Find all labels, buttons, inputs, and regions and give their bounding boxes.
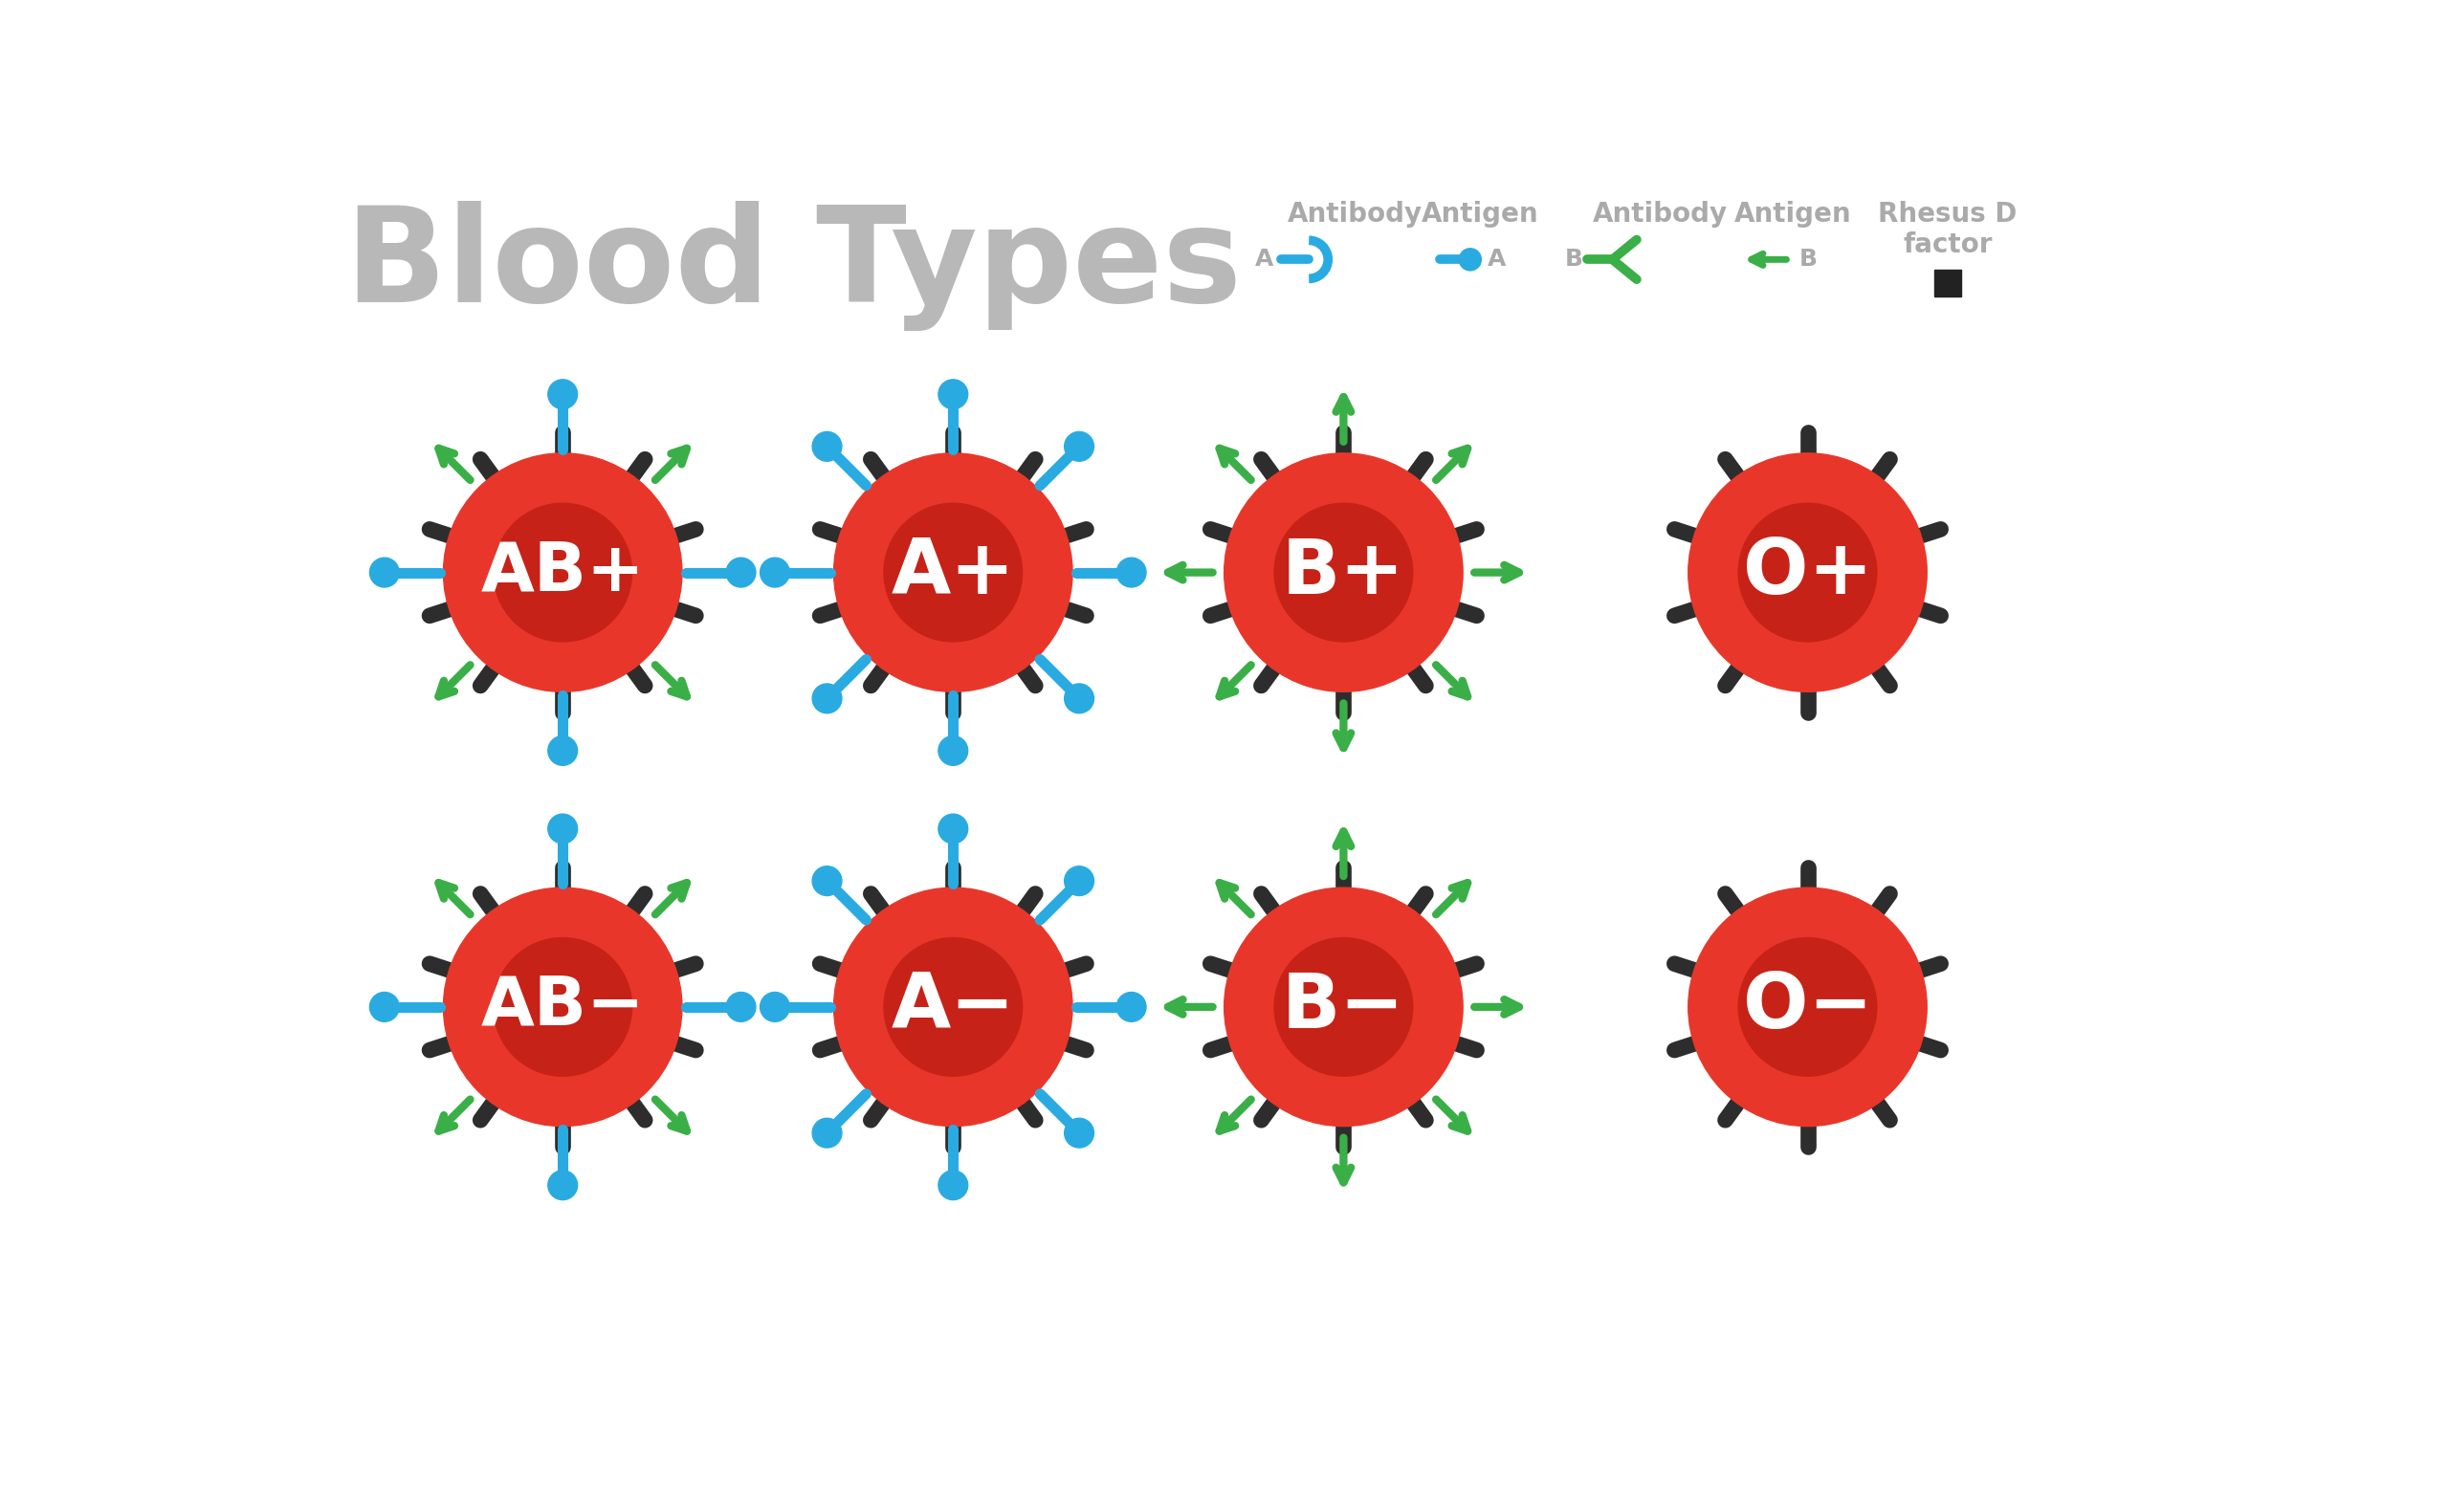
Text: A−: A− — [891, 969, 1016, 1045]
Circle shape — [1687, 454, 1927, 692]
Circle shape — [1117, 558, 1146, 587]
Circle shape — [443, 454, 681, 692]
Text: Blood Types: Blood Types — [345, 201, 1242, 331]
Circle shape — [549, 813, 578, 844]
Text: O−: O− — [1744, 969, 1873, 1045]
Circle shape — [549, 1170, 578, 1201]
Text: A: A — [1487, 248, 1506, 271]
Circle shape — [549, 736, 578, 765]
Text: Antibody: Antibody — [1592, 201, 1727, 227]
Circle shape — [1065, 432, 1095, 461]
Text: B: B — [1565, 248, 1582, 271]
Text: A+: A+ — [891, 535, 1014, 609]
Circle shape — [1065, 683, 1095, 714]
Circle shape — [759, 992, 789, 1022]
Circle shape — [759, 558, 789, 587]
Circle shape — [1739, 503, 1876, 641]
Circle shape — [1460, 248, 1482, 271]
FancyBboxPatch shape — [1935, 269, 1962, 296]
Text: AB+: AB+ — [480, 540, 644, 605]
Circle shape — [813, 432, 842, 461]
Circle shape — [549, 380, 578, 408]
Circle shape — [1739, 937, 1876, 1077]
Circle shape — [1687, 888, 1927, 1126]
Circle shape — [727, 992, 757, 1022]
Circle shape — [1065, 1119, 1095, 1148]
Circle shape — [443, 888, 681, 1126]
Circle shape — [495, 937, 632, 1077]
Circle shape — [1224, 454, 1462, 692]
Circle shape — [1224, 888, 1462, 1126]
Circle shape — [833, 888, 1073, 1126]
Text: Rhesus D
factor: Rhesus D factor — [1878, 201, 2018, 259]
Circle shape — [833, 454, 1073, 692]
Circle shape — [370, 558, 399, 587]
Circle shape — [813, 683, 842, 714]
Text: Antigen: Antigen — [1734, 201, 1851, 227]
Circle shape — [1117, 992, 1146, 1022]
Circle shape — [938, 736, 967, 765]
Circle shape — [813, 1119, 842, 1148]
Text: AB−: AB− — [480, 974, 644, 1040]
Circle shape — [1273, 937, 1413, 1077]
Circle shape — [370, 992, 399, 1022]
Circle shape — [884, 503, 1021, 641]
Circle shape — [727, 558, 757, 587]
Circle shape — [938, 380, 967, 408]
Text: Antibody: Antibody — [1288, 201, 1423, 227]
Circle shape — [938, 1170, 967, 1201]
Text: Antigen: Antigen — [1420, 201, 1538, 227]
Text: B−: B− — [1281, 969, 1406, 1045]
Circle shape — [495, 503, 632, 641]
Circle shape — [1273, 503, 1413, 641]
Text: A: A — [1254, 248, 1273, 271]
Circle shape — [1065, 866, 1095, 895]
Text: O+: O+ — [1744, 535, 1873, 609]
Circle shape — [938, 813, 967, 844]
Circle shape — [813, 866, 842, 895]
Text: B+: B+ — [1281, 535, 1406, 609]
Text: B: B — [1798, 248, 1817, 271]
Circle shape — [884, 937, 1021, 1077]
